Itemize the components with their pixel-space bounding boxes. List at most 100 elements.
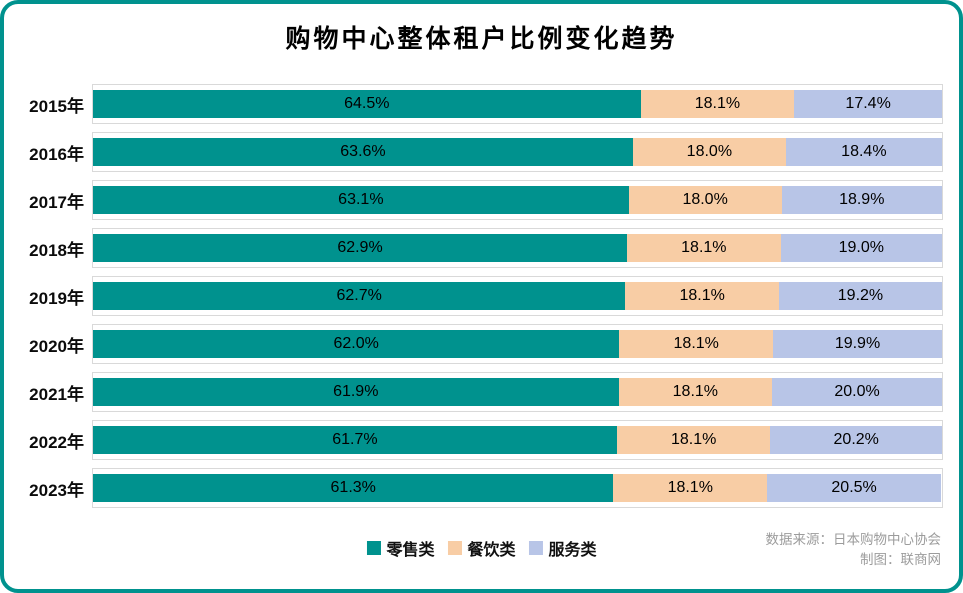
bar-segment-零售类: 63.1% <box>93 186 629 214</box>
legend-label: 服务类 <box>548 542 597 559</box>
bar-value-label: 18.1% <box>694 95 741 112</box>
legend-item-服务类: 服务类 <box>528 536 597 560</box>
bar-segment-零售类: 62.0% <box>93 330 620 358</box>
bar-stack: 63.1% 18.0% 18.9% <box>93 186 942 214</box>
bar-stack: 63.6% 18.0% 18.4% <box>93 138 942 166</box>
chart-row: 2022年 61.7% 18.1% 20.2% <box>18 420 943 460</box>
bar-value-label: 18.0% <box>682 191 728 208</box>
bar-value-label: 20.5% <box>831 479 877 496</box>
category-label: 2020年 <box>29 336 84 356</box>
bar-segment-零售类: 61.7% <box>93 426 617 454</box>
bar-track: 62.7% 18.1% 19.2% <box>92 276 943 316</box>
category-label: 2016年 <box>29 144 84 164</box>
bar-segment-餐饮类: 18.1% <box>627 234 781 262</box>
credits: 数据来源：日本购物中心协会 制图：联商网 <box>766 530 942 570</box>
bar-value-label: 62.0% <box>333 335 379 352</box>
legend: 零售类 餐饮类 服务类 <box>366 536 597 560</box>
bar-value-label: 18.0% <box>686 143 733 160</box>
bar-value-label: 61.3% <box>330 479 376 496</box>
bar-track: 64.5% 18.1% 17.4% <box>92 84 943 124</box>
bar-value-label: 63.1% <box>338 191 384 208</box>
chart-row: 2021年 61.9% 18.1% 20.0% <box>18 372 943 412</box>
bar-value-label: 18.1% <box>679 287 725 304</box>
chart-footer-area: 零售类 餐饮类 服务类 数据来源：日本购物中心协会 制图：联商网 <box>4 528 959 588</box>
bar-segment-餐饮类: 18.1% <box>619 330 774 358</box>
bar-stack: 64.5% 18.1% 17.4% <box>93 90 942 118</box>
bar-value-label: 20.0% <box>834 383 880 400</box>
bar-segment-服务类: 19.0% <box>780 234 942 262</box>
bar-segment-餐饮类: 18.1% <box>625 282 779 310</box>
bar-segment-服务类: 19.2% <box>778 282 942 310</box>
bar-segment-餐饮类: 18.1% <box>616 426 771 454</box>
bar-chart: 2015年 64.5% 18.1% 17.4% 2016年 63.6% 18.0% 18.4%… <box>18 84 943 508</box>
bar-track: 63.6% 18.0% 18.4% <box>92 132 943 172</box>
chart-row: 2015年 64.5% 18.1% 17.4% <box>18 84 943 124</box>
bar-stack: 62.0% 18.1% 19.9% <box>93 330 942 358</box>
chart-row: 2016年 63.6% 18.0% 18.4% <box>18 132 943 172</box>
bar-value-label: 18.1% <box>670 431 717 448</box>
category-label: 2023年 <box>29 480 84 500</box>
bar-value-label: 20.2% <box>833 431 879 448</box>
bar-track: 62.9% 18.1% 19.0% <box>92 228 943 268</box>
bar-segment-餐饮类: 18.0% <box>632 138 786 166</box>
bar-segment-餐饮类: 18.1% <box>613 474 768 502</box>
category-label: 2018年 <box>29 240 84 260</box>
bar-value-label: 61.9% <box>333 383 379 400</box>
bar-segment-零售类: 61.3% <box>93 474 614 502</box>
bar-segment-服务类: 19.9% <box>773 330 942 358</box>
chart-row: 2017年 63.1% 18.0% 18.9% <box>18 180 943 220</box>
bar-track: 62.0% 18.1% 19.9% <box>92 324 943 364</box>
chart-row: 2023年 61.3% 18.1% 20.5% <box>18 468 943 508</box>
chart-title: 购物中心整体租户比例变化趋势 <box>285 25 678 53</box>
bar-segment-零售类: 61.9% <box>93 378 619 406</box>
bar-segment-服务类: 20.2% <box>770 426 942 454</box>
bar-stack: 62.9% 18.1% 19.0% <box>93 234 942 262</box>
legend-item-餐饮类: 餐饮类 <box>447 536 516 560</box>
bar-stack: 61.7% 18.1% 20.2% <box>93 426 942 454</box>
bar-segment-餐饮类: 18.0% <box>628 186 782 214</box>
bar-segment-零售类: 63.6% <box>93 138 633 166</box>
bar-value-label: 17.4% <box>845 95 891 112</box>
category-label: 2015年 <box>29 96 84 116</box>
data-source-text: 数据来源：日本购物中心协会 <box>765 532 942 547</box>
category-label: 2022年 <box>29 432 84 452</box>
bar-segment-零售类: 62.9% <box>93 234 628 262</box>
bar-segment-餐饮类: 18.1% <box>618 378 773 406</box>
bar-value-label: 18.1% <box>673 335 719 352</box>
legend-item-零售类: 零售类 <box>366 536 434 560</box>
bar-stack: 62.7% 18.1% 19.2% <box>93 282 942 310</box>
bar-value-label: 18.9% <box>839 191 885 208</box>
legend-swatch-icon <box>366 541 381 555</box>
credit-text: 制图：联商网 <box>860 552 941 567</box>
category-label: 2021年 <box>29 384 84 404</box>
bar-value-label: 19.9% <box>834 335 881 352</box>
bar-track: 61.3% 18.1% 20.5% <box>92 468 943 508</box>
bar-stack: 61.9% 18.1% 20.0% <box>93 378 942 406</box>
bar-value-label: 62.7% <box>336 287 382 304</box>
category-label: 2017年 <box>29 192 84 212</box>
bar-segment-服务类: 18.9% <box>781 186 942 214</box>
bar-value-label: 18.1% <box>681 239 727 256</box>
bar-stack: 61.3% 18.1% 20.5% <box>93 474 942 502</box>
legend-label: 餐饮类 <box>467 542 516 559</box>
bar-track: 61.9% 18.1% 20.0% <box>92 372 943 412</box>
bar-segment-零售类: 64.5% <box>93 90 641 118</box>
bar-value-label: 62.9% <box>337 239 383 256</box>
bar-value-label: 18.1% <box>672 383 719 400</box>
legend-swatch-icon <box>528 541 543 555</box>
chart-row: 2020年 62.0% 18.1% 19.9% <box>18 324 943 364</box>
bar-value-label: 61.7% <box>332 431 378 448</box>
bar-value-label: 19.0% <box>838 239 884 256</box>
bar-segment-服务类: 17.4% <box>794 90 942 118</box>
category-label: 2019年 <box>29 288 84 308</box>
bar-track: 63.1% 18.0% 18.9% <box>92 180 943 220</box>
bar-value-label: 18.4% <box>841 143 887 160</box>
legend-label: 零售类 <box>386 542 435 559</box>
bar-segment-零售类: 62.7% <box>93 282 626 310</box>
bar-value-label: 64.5% <box>344 95 390 112</box>
bar-segment-服务类: 18.4% <box>785 138 942 166</box>
bar-segment-服务类: 20.5% <box>767 474 942 502</box>
bar-segment-服务类: 20.0% <box>772 378 942 406</box>
bar-value-label: 63.6% <box>340 143 386 160</box>
